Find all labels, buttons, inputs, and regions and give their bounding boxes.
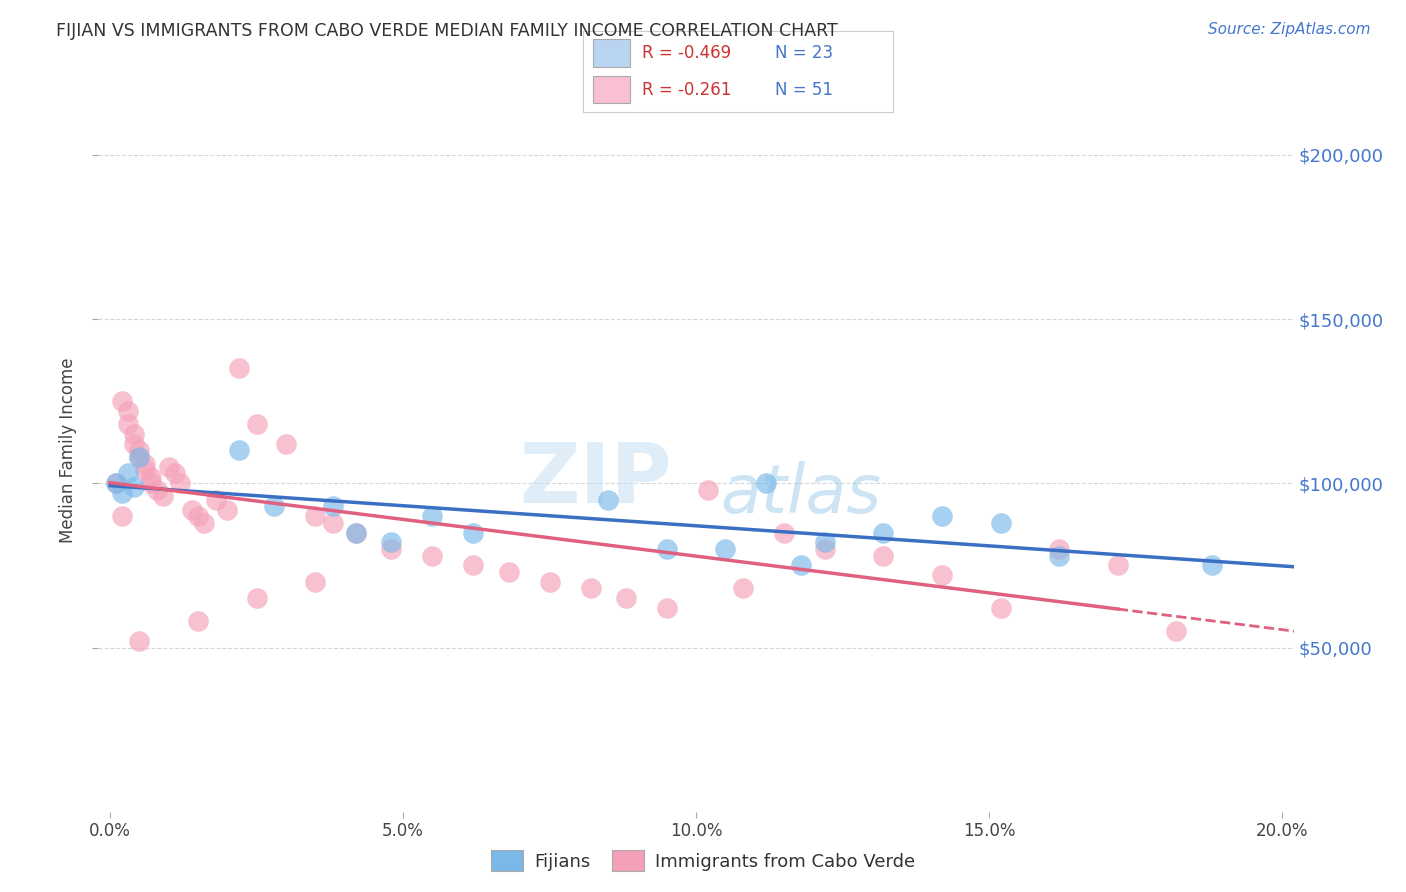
FancyBboxPatch shape <box>593 39 630 67</box>
Point <box>773 525 796 540</box>
Point <box>1166 624 1188 639</box>
Point <box>931 568 953 582</box>
Legend: Fijians, Immigrants from Cabo Verde: Fijians, Immigrants from Cabo Verde <box>484 843 922 879</box>
Text: N = 51: N = 51 <box>775 81 834 99</box>
Point <box>614 591 637 606</box>
Point <box>696 483 718 497</box>
Point <box>422 549 444 563</box>
Point <box>128 443 150 458</box>
Point <box>598 492 620 507</box>
Point <box>1107 558 1129 573</box>
Point <box>380 541 402 556</box>
Point <box>714 541 737 556</box>
Point <box>128 450 150 464</box>
Point <box>814 541 837 556</box>
Point <box>422 509 444 524</box>
Point <box>134 463 156 477</box>
Text: R = -0.469: R = -0.469 <box>643 44 731 62</box>
Point <box>187 614 209 628</box>
Point <box>117 404 139 418</box>
Point <box>217 502 239 516</box>
Point <box>344 525 367 540</box>
Point <box>931 509 953 524</box>
Point <box>498 565 520 579</box>
Point <box>246 417 269 432</box>
Point <box>105 476 128 491</box>
Point <box>304 509 326 524</box>
Point <box>193 516 215 530</box>
Point <box>755 476 778 491</box>
Point <box>579 582 602 596</box>
Y-axis label: Median Family Income: Median Family Income <box>59 358 77 543</box>
Point <box>344 525 367 540</box>
Point <box>990 516 1012 530</box>
Point <box>169 476 191 491</box>
Point <box>105 476 128 491</box>
Text: R = -0.261: R = -0.261 <box>643 81 731 99</box>
Point <box>380 535 402 549</box>
Point <box>187 509 209 524</box>
Point <box>146 483 169 497</box>
Point <box>538 574 561 589</box>
Point <box>274 437 297 451</box>
Point <box>141 476 163 491</box>
Point <box>111 486 134 500</box>
Point <box>122 427 145 442</box>
Point <box>228 361 250 376</box>
Point <box>204 492 226 507</box>
Point <box>322 500 344 514</box>
Point <box>790 558 813 573</box>
Point <box>655 541 678 556</box>
Point <box>655 601 678 615</box>
Text: FIJIAN VS IMMIGRANTS FROM CABO VERDE MEDIAN FAMILY INCOME CORRELATION CHART: FIJIAN VS IMMIGRANTS FROM CABO VERDE MED… <box>56 22 838 40</box>
Point <box>463 525 485 540</box>
Point <box>463 558 485 573</box>
Text: atlas: atlas <box>720 461 882 527</box>
Point <box>814 535 837 549</box>
Point <box>246 591 269 606</box>
Point <box>872 549 894 563</box>
Point <box>263 500 285 514</box>
Point <box>163 467 186 481</box>
Point <box>181 502 204 516</box>
Point <box>1047 541 1070 556</box>
Point <box>228 443 250 458</box>
Point <box>122 480 145 494</box>
Point <box>157 459 180 474</box>
Text: Source: ZipAtlas.com: Source: ZipAtlas.com <box>1208 22 1371 37</box>
Text: N = 23: N = 23 <box>775 44 834 62</box>
Point <box>990 601 1012 615</box>
Point <box>731 582 754 596</box>
Point <box>111 394 134 409</box>
Point <box>134 457 156 471</box>
Point <box>1201 558 1223 573</box>
Point <box>304 574 326 589</box>
Point <box>122 437 145 451</box>
Point <box>117 417 139 432</box>
Point <box>152 490 174 504</box>
Point <box>117 467 139 481</box>
Point <box>128 634 150 648</box>
Point <box>872 525 894 540</box>
Point <box>111 509 134 524</box>
Text: ZIP: ZIP <box>520 439 672 520</box>
Point <box>322 516 344 530</box>
FancyBboxPatch shape <box>593 76 630 103</box>
Point <box>1047 549 1070 563</box>
Point <box>128 450 150 464</box>
Point <box>141 469 163 483</box>
